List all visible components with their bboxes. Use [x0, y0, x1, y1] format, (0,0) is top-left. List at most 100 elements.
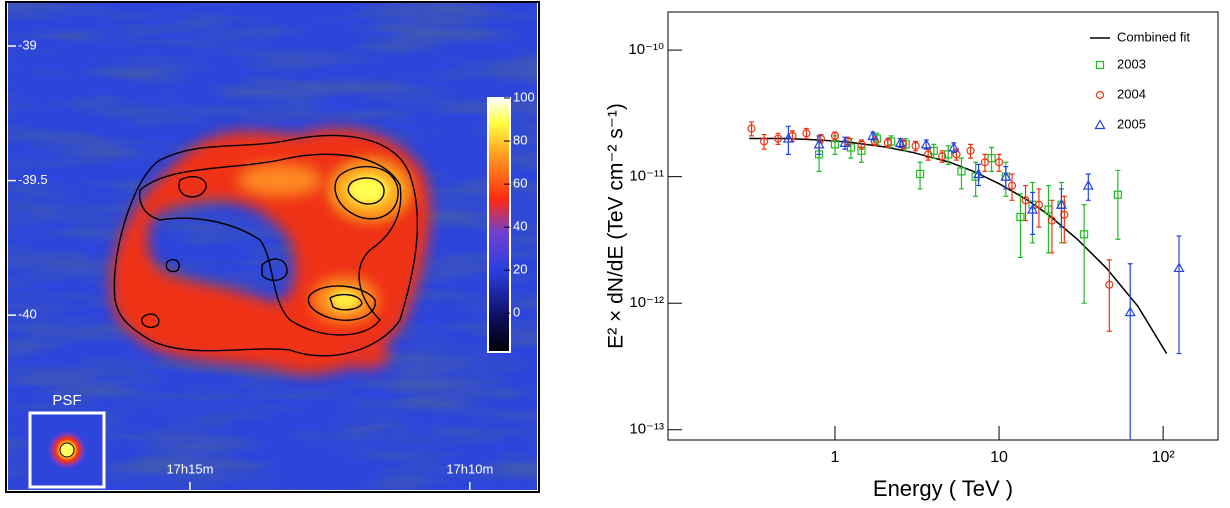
data-point	[747, 124, 756, 133]
error-bar	[1017, 193, 1023, 259]
y-tick-label: 10⁻¹⁰	[628, 41, 664, 58]
error-bar	[749, 121, 755, 137]
error-bar	[945, 145, 951, 165]
data-point	[966, 146, 975, 155]
error-bar	[996, 153, 1002, 173]
y-tick-label: 10⁻¹¹	[629, 168, 664, 185]
error-bar	[958, 157, 964, 190]
data-point	[987, 154, 996, 163]
data-point	[1027, 203, 1039, 214]
data-point	[760, 137, 769, 146]
map-frame	[5, 1, 540, 493]
fit-line	[749, 137, 1168, 354]
error-bar	[1176, 235, 1182, 355]
legend-label: Combined fit	[1117, 29, 1190, 44]
x-axis-label: Energy ( TeV )	[873, 476, 1013, 501]
data-point	[901, 140, 910, 149]
data-point	[894, 137, 906, 147]
data-point	[1047, 216, 1057, 225]
psf-label: PSF	[52, 392, 81, 409]
error-bar	[1023, 184, 1029, 222]
plot-area	[747, 121, 1185, 440]
data-point	[802, 129, 811, 138]
data-point	[980, 158, 990, 167]
data-point	[773, 134, 783, 143]
data-point	[898, 140, 908, 149]
error-bar	[1049, 199, 1055, 254]
data-point	[1124, 306, 1136, 317]
error-bar	[1081, 204, 1087, 304]
error-bar	[1085, 173, 1091, 201]
data-point	[857, 140, 866, 149]
data-point	[830, 131, 840, 140]
error-bar	[1003, 166, 1009, 190]
data-point	[938, 152, 947, 161]
x-tick-label: 1	[831, 449, 840, 466]
error-bar	[761, 133, 767, 150]
x-tick-label: 10	[990, 449, 1008, 466]
data-point	[1055, 199, 1067, 209]
legend-marker	[1094, 119, 1106, 130]
colorbar-tick-label: 20	[513, 262, 527, 277]
error-bar	[1115, 169, 1121, 240]
error-bar	[989, 146, 995, 173]
error-bar	[785, 125, 791, 155]
y-tick-label: -39.5	[18, 172, 48, 187]
y-tick-label: -39	[18, 37, 37, 52]
legend-marker	[1095, 60, 1105, 70]
data-point	[1007, 181, 1017, 190]
colorbar-tick-label: 0	[513, 305, 520, 320]
data-point	[1016, 212, 1025, 222]
legend-label: 2004	[1117, 86, 1146, 101]
y-axis-label: E² × dN/dE (TeV cm⁻² s⁻¹)	[605, 103, 628, 349]
x-tick-label: 17h15m	[166, 461, 213, 476]
data-point	[830, 140, 840, 149]
data-point	[1080, 230, 1089, 239]
data-point	[994, 158, 1004, 167]
data-point	[1173, 262, 1185, 273]
data-point	[915, 169, 925, 179]
legend-label: 2005	[1117, 116, 1146, 131]
error-bar	[1009, 173, 1015, 201]
error-bar	[1061, 195, 1067, 244]
error-bar	[973, 161, 979, 197]
data-point	[957, 167, 966, 176]
data-point	[813, 138, 825, 149]
data-point	[920, 138, 932, 149]
error-bar	[931, 143, 937, 159]
data-point	[1034, 200, 1044, 209]
data-point	[867, 130, 879, 140]
data-point	[782, 132, 794, 143]
colorbar-tick-label: 80	[513, 132, 527, 147]
data-point	[924, 150, 933, 159]
data-point	[948, 141, 960, 152]
error-bar	[982, 153, 988, 173]
y-tick-label: 10⁻¹³	[629, 421, 664, 438]
legend-marker	[1095, 90, 1105, 100]
error-bar	[1127, 263, 1133, 440]
error-bar	[1106, 259, 1112, 332]
colorbar-tick-label: 40	[513, 219, 527, 234]
legend-label: 2003	[1117, 56, 1146, 71]
error-bar	[917, 161, 923, 190]
map-noise	[8, 3, 537, 490]
sky-map	[8, 3, 537, 490]
psf-core	[59, 442, 75, 458]
x-tick-label: 10²	[1152, 449, 1176, 466]
data-point	[911, 141, 920, 150]
error-bar	[968, 143, 974, 159]
data-point	[1000, 170, 1012, 181]
data-point	[1113, 190, 1122, 199]
data-point	[1021, 196, 1030, 205]
contours	[113, 134, 419, 357]
data-point	[1105, 280, 1114, 289]
data-point	[1082, 179, 1094, 190]
colorbar-tick-label: 60	[513, 176, 527, 191]
error-bar	[976, 163, 982, 187]
y-tick-label: -40	[18, 307, 37, 322]
plot-frame	[667, 11, 1219, 441]
colorbar-tick-label: 100	[513, 89, 535, 104]
y-tick-label: 10⁻¹²	[629, 294, 664, 311]
colorbar	[487, 97, 511, 353]
